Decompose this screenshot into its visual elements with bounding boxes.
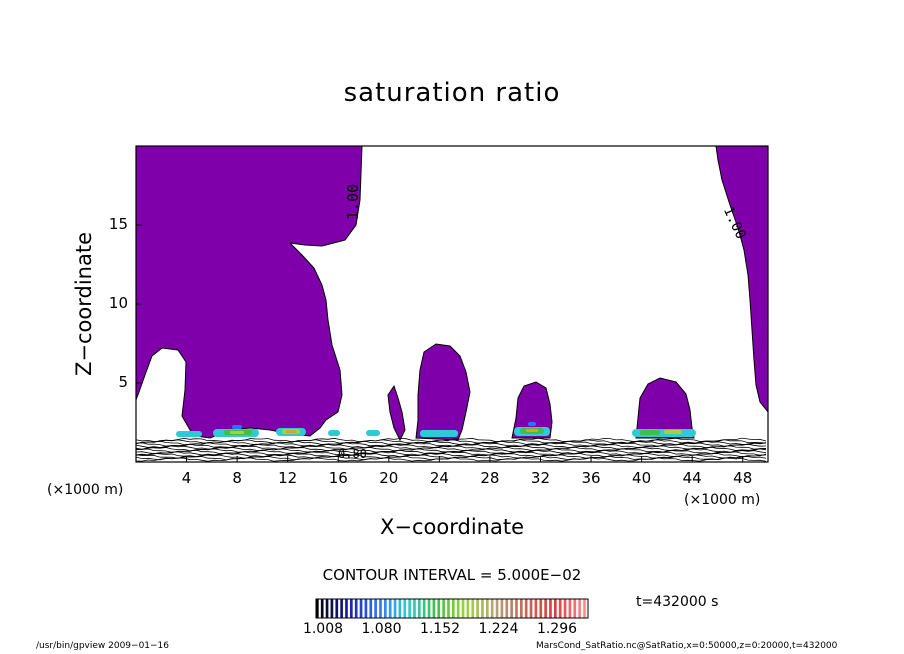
surface-contour-line: [136, 446, 767, 452]
surface-contour-lines: [136, 437, 767, 462]
y-tick-marks: [136, 224, 142, 384]
shaded-region-cloud-32: [511, 381, 553, 439]
cloud-cores: [176, 422, 696, 437]
surface-contour-line: [136, 451, 767, 456]
x-tick-label: 16: [328, 469, 348, 487]
x-unit-right: (×1000 m): [684, 492, 761, 508]
contour-label: 0.80: [338, 447, 367, 461]
time-label: t=432000 s: [636, 594, 719, 610]
shaded-region-fragment: [387, 384, 406, 442]
x-axis-label: X−coordinate: [380, 515, 524, 539]
x-tick-label: 24: [429, 469, 449, 487]
colorbar-tick-label: 1.008: [302, 621, 344, 637]
y-tick-label: 15: [108, 215, 128, 233]
x-tick-label: 12: [278, 469, 298, 487]
x-tick-marks: [186, 456, 744, 462]
x-tick-label: 40: [632, 469, 652, 487]
shaded-region-left: [136, 146, 363, 439]
colorbar-tick-label: 1.080: [361, 621, 402, 637]
footer-left: /usr/bin/gpview 2009−01−16: [36, 641, 170, 651]
x-tick-label: 28: [480, 469, 500, 487]
x-tick-label: 8: [232, 469, 242, 487]
colorbar-tick-label: 1.296: [536, 621, 578, 637]
colorbar-tick-label: 1.224: [478, 621, 519, 637]
x-tick-label: 48: [733, 469, 753, 487]
y-tick-label: 10: [108, 294, 128, 312]
surface-contour-line: [136, 457, 767, 462]
x-tick-label: 32: [530, 469, 551, 487]
shaded-region-cloud-24: [415, 343, 471, 441]
surface-contour-line: [136, 452, 767, 458]
footer-right: MarsCond_SatRatio.nc@SatRatio,x=0:50000,…: [536, 641, 838, 651]
x-tick-label: 44: [682, 469, 702, 487]
surface-contour-line: [136, 439, 767, 444]
colorbar-tick-label: 1.152: [419, 621, 461, 637]
contour-label: 1.00: [344, 184, 362, 220]
x-unit-left: (×1000 m): [47, 482, 124, 498]
shaded-region-right: [715, 146, 768, 413]
x-tick-label: 36: [581, 469, 601, 487]
contour-interval: CONTOUR INTERVAL = 5.000E−02: [322, 566, 582, 584]
surface-contour-line: [136, 440, 767, 446]
surface-contour-line: [136, 445, 767, 450]
x-tick-label: 20: [379, 469, 399, 487]
chart-title: saturation ratio: [343, 78, 561, 108]
y-tick-label: 5: [118, 373, 128, 391]
x-tick-label: 4: [181, 469, 192, 487]
shaded-regions: [136, 146, 768, 442]
